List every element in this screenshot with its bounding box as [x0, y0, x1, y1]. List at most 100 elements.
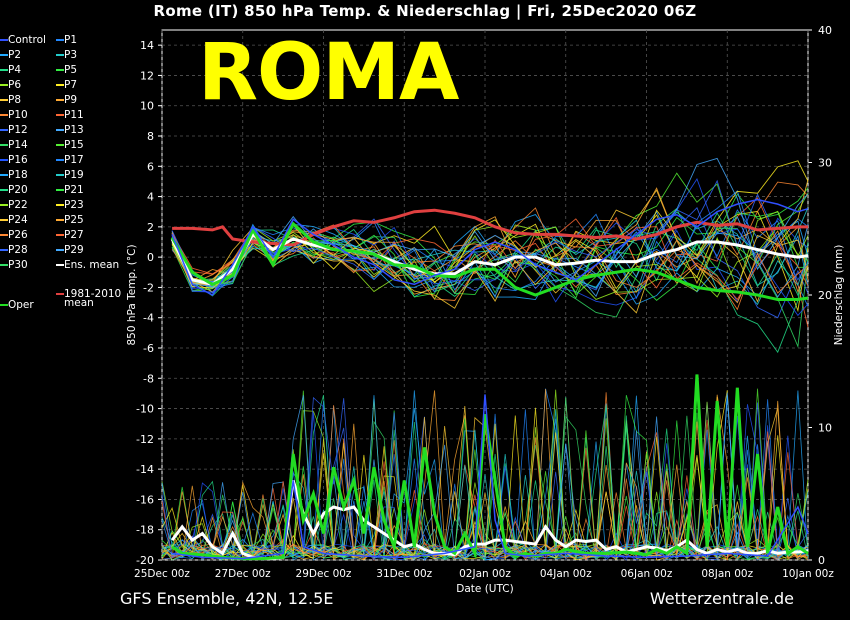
x-tick-label: 29Dec 00z: [296, 568, 352, 580]
control-precip-line: [171, 394, 809, 560]
legend-swatch: [0, 99, 8, 101]
chart-title: Rome (IT) 850 hPa Temp. & Niederschlag |…: [153, 2, 697, 20]
legend-swatch: [0, 174, 8, 176]
legend-item: Ens. mean: [64, 259, 120, 271]
legend-item: P19: [64, 169, 84, 181]
legend-item: P26: [8, 229, 28, 241]
legend-swatch: [56, 174, 64, 176]
legend-swatch: [56, 264, 64, 266]
x-tick-label: 10Jan 00z: [782, 568, 834, 580]
x-tick-label: 04Jan 00z: [540, 568, 592, 580]
legend-swatch: [56, 84, 64, 86]
member-temp-line: [171, 209, 809, 307]
legend-item: P20: [8, 184, 28, 196]
member-temp-line: [171, 179, 809, 314]
y-tick-label: -4: [143, 312, 154, 325]
model-info-label: GFS Ensemble, 42N, 12.5E: [120, 589, 334, 608]
x-tick-label: 27Dec 00z: [215, 568, 271, 580]
oper-precip-line: [171, 374, 809, 561]
y-tick-label: 12: [140, 69, 154, 82]
member-precip-line: [161, 400, 809, 560]
legend-swatch: [0, 304, 8, 306]
legend-swatch: [0, 54, 8, 56]
legend-swatch: [0, 189, 8, 191]
legend-item: P29: [64, 244, 84, 256]
watermark-label: ROMA: [198, 28, 459, 118]
legend-item: P4: [8, 64, 22, 76]
oper-line: [170, 221, 809, 302]
legend-item: P3: [64, 49, 78, 61]
member-temp-line: [171, 157, 809, 298]
x-tick-label: 02Jan 00z: [459, 568, 511, 580]
x-tick-label: 31Dec 00z: [376, 568, 432, 580]
y2-tick-label: 40: [818, 24, 832, 37]
member-temp-line: [171, 210, 809, 313]
member-temp-line: [171, 190, 809, 300]
legend-item: P17: [64, 154, 84, 166]
y-tick-label: -20: [136, 554, 154, 567]
legend-item: P28: [8, 244, 28, 256]
legend-swatch: [56, 69, 64, 71]
y2-tick-label: 30: [818, 157, 832, 170]
y-tick-label: -16: [136, 493, 154, 506]
legend-item: P18: [8, 169, 28, 181]
legend-item-climatology: 1981-2010: [64, 288, 122, 300]
y2-tick-label: 0: [818, 554, 825, 567]
member-temp-line: [171, 226, 809, 354]
legend-item: P13: [64, 124, 84, 136]
y-tick-label: 4: [147, 191, 154, 204]
legend-swatch: [56, 159, 64, 161]
legend-item: P5: [64, 64, 78, 76]
y-tick-label: 6: [147, 160, 154, 173]
x-tick-label: 08Jan 00z: [701, 568, 753, 580]
x-tick-label: 25Dec 00z: [134, 568, 190, 580]
legend-swatch: [56, 114, 64, 116]
x-axis-label: Date (UTC): [456, 583, 513, 595]
legend-item: P23: [64, 199, 84, 211]
legend-swatch: [56, 54, 64, 56]
y-tick-label: -12: [136, 433, 154, 446]
legend-swatch: [0, 219, 8, 221]
y2-tick-label: 20: [818, 289, 832, 302]
legend-item: P21: [64, 184, 84, 196]
legend-swatch: [56, 234, 64, 236]
y2-axis-label: Niederschlag (mm): [833, 245, 845, 346]
legend-item-climatology-sub: mean: [64, 297, 94, 309]
y-tick-label: -8: [143, 372, 154, 385]
legend-swatch: [56, 249, 64, 251]
legend-item-oper: Oper: [8, 299, 34, 311]
legend-swatch: [0, 264, 8, 266]
legend-item: P30: [8, 259, 28, 271]
y-tick-label: -2: [143, 281, 154, 294]
legend-swatch: [56, 189, 64, 191]
legend-swatch: [56, 293, 64, 295]
y-tick-label: 0: [147, 251, 154, 264]
legend-item: P1: [64, 34, 78, 46]
legend-item: P22: [8, 199, 28, 211]
legend-swatch: [56, 219, 64, 221]
legend-swatch: [0, 204, 8, 206]
legend-swatch: [56, 129, 64, 131]
y-tick-label: 14: [140, 39, 154, 52]
legend-item: P7: [64, 79, 78, 91]
legend-item: P9: [64, 94, 78, 106]
legend-swatch: [0, 114, 8, 116]
member-temp-line: [171, 210, 809, 300]
legend-item: P15: [64, 139, 84, 151]
legend-item: P12: [8, 124, 28, 136]
legend-swatch: [0, 234, 8, 236]
legend-item: P8: [8, 94, 22, 106]
legend-swatch: [56, 99, 64, 101]
legend-item: P25: [64, 214, 84, 226]
legend-item: P2: [8, 49, 22, 61]
y-tick-label: -6: [143, 342, 154, 355]
y2-tick-label: 10: [818, 422, 832, 435]
legend-swatch: [0, 159, 8, 161]
legend-swatch: [56, 39, 64, 41]
legend-item: P11: [64, 109, 84, 121]
legend-item: P24: [8, 214, 28, 226]
member-precip-line: [161, 395, 809, 561]
legend-item: P14: [8, 139, 28, 151]
y-tick-label: -10: [136, 403, 154, 416]
